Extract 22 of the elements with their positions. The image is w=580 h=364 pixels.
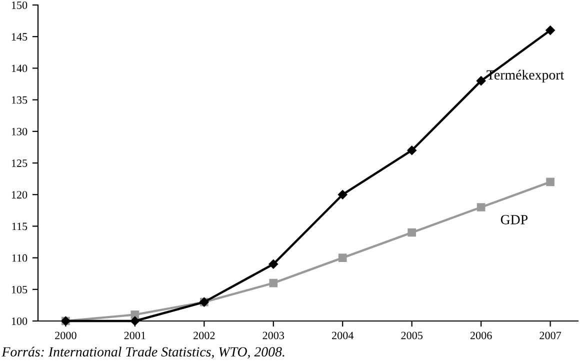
series-label: Termékexport [486,70,564,82]
x-tick-label: 2002 [194,332,215,340]
x-tick-label: 2003 [262,332,284,340]
x-tick-label: 2007 [540,332,562,340]
y-tick-label: 125 [12,159,28,167]
x-tick-label: 2005 [401,332,423,340]
y-tick-label: 140 [12,64,28,72]
series-label: GDP [500,214,528,224]
y-tick-label: 100 [12,317,28,325]
x-tick-label: 2000 [55,332,76,340]
y-tick-label: 115 [12,222,28,230]
y-tick-label: 110 [12,254,28,262]
x-tick-label: 2006 [470,332,492,340]
y-tick-label: 150 [12,1,28,9]
y-tick-label: 130 [12,128,28,136]
x-tick-label: 2004 [332,332,354,340]
text: Forrás: International Trade Statistics, WTO, 2008. [2,346,284,359]
y-tick-label: 135 [12,96,28,104]
y-tick-label: 145 [12,33,28,41]
x-tick-label: 2001 [124,332,146,340]
y-tick-label: 105 [12,286,28,294]
y-tick-label: 120 [12,191,28,199]
